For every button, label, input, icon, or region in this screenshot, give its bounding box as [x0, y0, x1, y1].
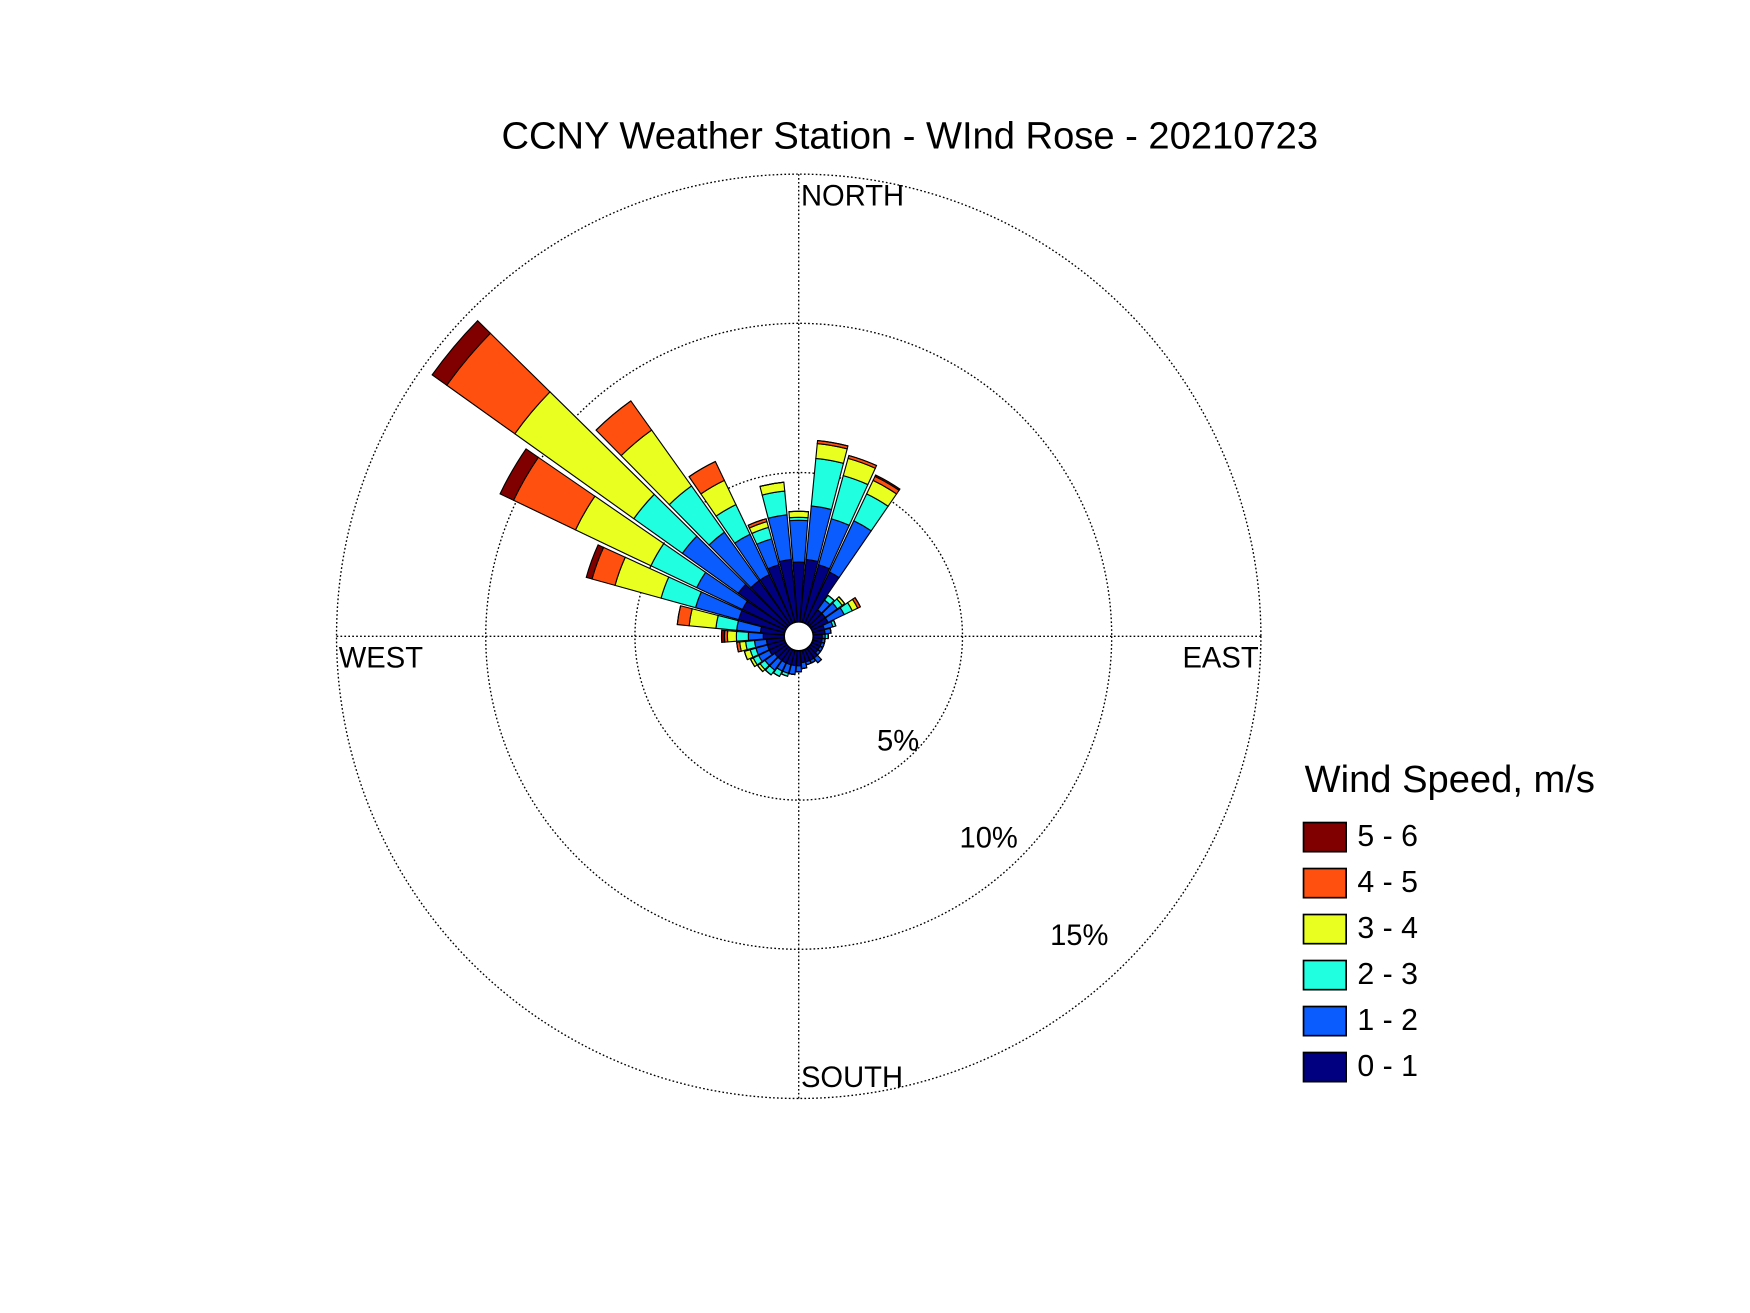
wedge	[829, 628, 832, 634]
wedge	[499, 448, 540, 502]
wedge	[765, 669, 772, 676]
wedge	[747, 631, 764, 641]
grid-ring	[634, 471, 964, 801]
chart-title: CCNY Weather Station - WInd Rose - 20210…	[501, 114, 1318, 157]
wedge	[595, 400, 632, 431]
legend-swatch	[1302, 959, 1347, 991]
r-tick-label: 15%	[1050, 920, 1108, 952]
r-tick-label: 5%	[877, 726, 919, 758]
wedge	[431, 319, 492, 387]
wedge	[726, 630, 738, 643]
wedge	[854, 597, 861, 608]
legend-swatch	[1302, 913, 1347, 945]
wedge	[585, 544, 605, 580]
wedge	[750, 659, 756, 667]
legend-label: 4 - 5	[1357, 866, 1418, 899]
r-tick-label: 10%	[960, 823, 1018, 855]
legend-label: 3 - 4	[1357, 912, 1418, 945]
wedge	[788, 510, 810, 519]
direction-label: EAST	[1182, 643, 1258, 675]
legend-title: Wind Speed, m/s	[1305, 758, 1595, 801]
legend-swatch	[1302, 821, 1347, 853]
wedge	[795, 665, 803, 673]
wedge	[833, 620, 837, 627]
legend-swatch	[1302, 867, 1347, 899]
legend-label: 1 - 2	[1357, 1004, 1418, 1037]
wedge	[801, 667, 807, 670]
legend-label: 2 - 3	[1357, 958, 1418, 991]
grid-ring	[335, 173, 1262, 1100]
legend-swatch	[1302, 1005, 1347, 1037]
wedge	[823, 638, 826, 644]
direction-label: SOUTH	[801, 1062, 903, 1094]
wedge	[789, 519, 809, 563]
legend-swatch	[1302, 1051, 1347, 1083]
wedge	[747, 518, 767, 526]
grid-ring	[485, 322, 1113, 950]
direction-label: WEST	[339, 643, 423, 675]
center-hole	[783, 620, 815, 652]
legend-label: 5 - 6	[1357, 820, 1418, 853]
direction-label: NORTH	[801, 180, 904, 212]
wedge	[735, 630, 750, 642]
wedge	[874, 474, 901, 492]
legend-label: 0 - 1	[1357, 1050, 1418, 1083]
wedge	[720, 629, 726, 643]
wedge	[759, 481, 784, 487]
wedge	[676, 605, 682, 625]
